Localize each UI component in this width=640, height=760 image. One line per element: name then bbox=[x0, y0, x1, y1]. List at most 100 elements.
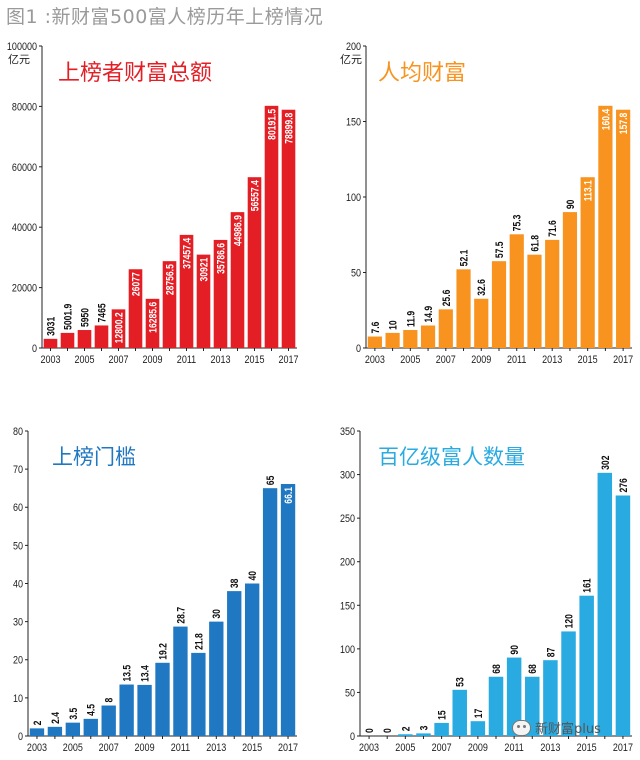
bar-2009 bbox=[137, 684, 152, 736]
y-tick-label: 40000 bbox=[12, 222, 37, 234]
data-label: 21.8 bbox=[193, 633, 205, 650]
bar-2017 bbox=[280, 483, 296, 736]
x-tick-label: 2015 bbox=[577, 742, 597, 754]
wechat-icon bbox=[512, 720, 531, 736]
chart-title: 上榜门槛 bbox=[52, 446, 136, 469]
data-label: 3031 bbox=[46, 316, 58, 336]
x-tick-label: 2017 bbox=[278, 354, 298, 366]
chart-per-capita-wealth: 人均财富 亿元 0 50 100 150 200 7.6 10 11.9 14.9 25.6 52.1 3… bbox=[340, 41, 634, 366]
bar-2007 bbox=[438, 309, 453, 348]
bar-2013 bbox=[213, 239, 228, 348]
bar-2015 bbox=[244, 583, 260, 736]
figure-title: 图1 :新财富500富人榜历年上榜情况 bbox=[6, 6, 324, 28]
data-label: 68 bbox=[527, 664, 539, 674]
data-label: 15 bbox=[437, 710, 449, 720]
y-tick-label: 60000 bbox=[12, 162, 37, 174]
bar-2007 bbox=[434, 722, 449, 736]
data-label: 0 bbox=[382, 728, 394, 733]
bar-2016 bbox=[598, 105, 613, 349]
data-label: 26077 bbox=[131, 272, 143, 296]
x-tick-label: 2015 bbox=[242, 742, 262, 754]
bar-2005 bbox=[403, 330, 418, 348]
chart-title: 人均财富 bbox=[378, 60, 466, 85]
data-label: 28.7 bbox=[175, 606, 187, 623]
data-label: 0 bbox=[364, 728, 376, 733]
x-tick-label: 2011 bbox=[507, 354, 527, 366]
bar-2008 bbox=[452, 689, 467, 736]
x-tick-label: 2003 bbox=[27, 742, 47, 754]
x-tick-label: 2009 bbox=[142, 354, 162, 366]
y-tick-label: 300 bbox=[340, 470, 355, 482]
data-label: 5950 bbox=[80, 308, 92, 328]
bar-2013 bbox=[209, 621, 224, 736]
data-label: 75.3 bbox=[512, 214, 524, 231]
bar-2015 bbox=[579, 595, 594, 736]
x-tick-label: 2011 bbox=[504, 742, 524, 754]
bar-2011 bbox=[173, 626, 188, 736]
data-label: 71.6 bbox=[547, 220, 559, 237]
y-tick-label: 200 bbox=[346, 41, 361, 53]
x-tick-label: 2015 bbox=[578, 354, 598, 366]
x-tick-label: 2017 bbox=[278, 742, 298, 754]
bar-2009 bbox=[470, 721, 486, 736]
data-label: 13.4 bbox=[140, 665, 152, 682]
watermark: 新财富plus bbox=[512, 718, 601, 737]
bar-2008 bbox=[128, 269, 143, 348]
data-label: 8 bbox=[104, 697, 116, 702]
data-label: 32.6 bbox=[476, 279, 488, 296]
y-tick-label: 0 bbox=[356, 343, 361, 355]
bar-2011 bbox=[509, 234, 524, 348]
data-label: 66.1 bbox=[283, 487, 295, 504]
y-tick-label: 200 bbox=[340, 557, 355, 569]
data-label: 3 bbox=[419, 725, 431, 730]
data-label: 30921 bbox=[199, 257, 211, 281]
x-tick-label: 2003 bbox=[40, 354, 60, 366]
y-tick-label: 10 bbox=[13, 693, 23, 705]
bar-2013 bbox=[545, 239, 560, 348]
y-tick-label: 350 bbox=[340, 426, 355, 438]
data-label: 80191.5 bbox=[267, 108, 279, 139]
bar-2012 bbox=[525, 676, 540, 736]
bar-2011 bbox=[506, 657, 522, 736]
y-tick-label: 50 bbox=[351, 268, 361, 280]
bar-2016 bbox=[597, 472, 613, 736]
y-tick-label: 50 bbox=[13, 541, 23, 553]
bar-2003 bbox=[367, 336, 382, 348]
chart-entry-threshold: 上榜门槛 0 10 20 30 40 50 60 70 80 2 2.4 3.5 4.5 8 13.5 13.4… bbox=[13, 426, 298, 754]
y-tick-label: 100 bbox=[346, 192, 361, 204]
y-tick-label: 20000 bbox=[12, 283, 37, 295]
data-label: 10 bbox=[388, 320, 400, 330]
y-tick-label: 0 bbox=[18, 731, 23, 743]
bar-2006 bbox=[420, 325, 436, 348]
data-label: 44986.9 bbox=[233, 215, 245, 246]
data-label: 28756.5 bbox=[165, 264, 177, 295]
bar-2004 bbox=[60, 332, 75, 348]
y-tick-label: 250 bbox=[340, 513, 355, 525]
y-tick-label: 30 bbox=[13, 617, 23, 629]
x-tick-label: 2009 bbox=[135, 742, 155, 754]
chart-billionaire-count: 百亿级富人数量 0 50 100 150 200 250 300 350 0 0 2 3 15 53 17 68… bbox=[340, 426, 633, 754]
bar-2006 bbox=[94, 325, 109, 348]
bar-2016 bbox=[264, 105, 279, 348]
data-label: 90 bbox=[509, 645, 521, 655]
data-label: 120 bbox=[564, 614, 576, 629]
x-tick-label: 2015 bbox=[244, 354, 264, 366]
data-label: 113.1 bbox=[583, 180, 595, 201]
bar-2007 bbox=[101, 705, 116, 736]
data-label: 56557.4 bbox=[250, 180, 262, 211]
y-tick-label: 50 bbox=[345, 688, 355, 700]
bar-2008 bbox=[456, 269, 471, 348]
data-label: 13.5 bbox=[122, 664, 134, 681]
bar-2006 bbox=[83, 718, 98, 736]
data-label: 2 bbox=[32, 720, 44, 725]
data-label: 68 bbox=[491, 664, 503, 674]
data-label: 40 bbox=[247, 571, 259, 581]
y-tick-label: 60 bbox=[13, 503, 23, 515]
bar-2006 bbox=[416, 733, 431, 736]
data-label: 161 bbox=[582, 578, 594, 593]
bar-2014 bbox=[230, 212, 245, 348]
bar-2017 bbox=[281, 109, 296, 349]
y-tick-label: 80000 bbox=[12, 102, 37, 114]
data-label: 11.9 bbox=[405, 310, 417, 327]
